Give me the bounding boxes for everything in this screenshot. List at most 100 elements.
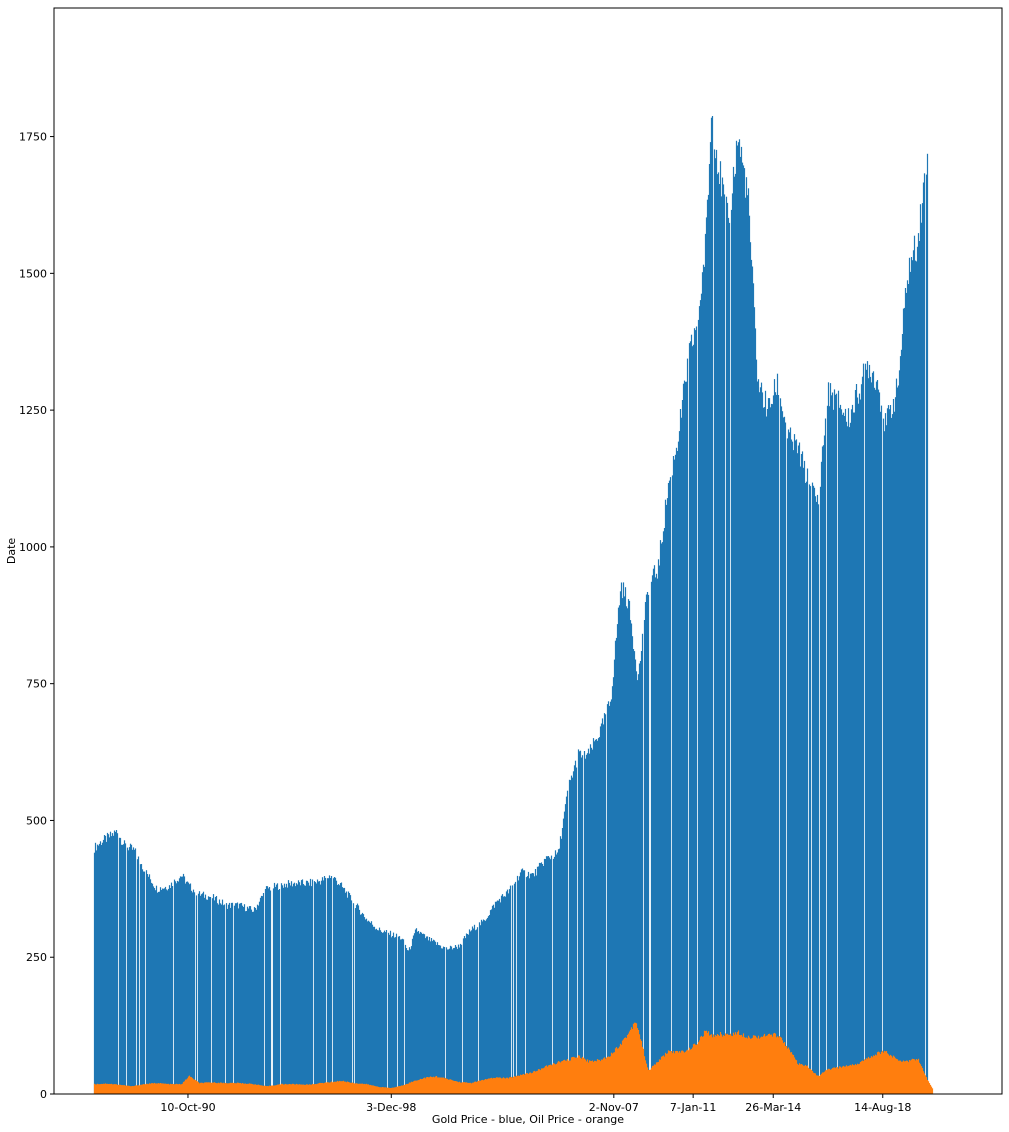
oil-price-bar <box>558 1061 561 1094</box>
oil-price-bar <box>423 1077 426 1094</box>
gold-price-bar <box>93 852 96 1094</box>
oil-price-bar <box>343 1081 346 1094</box>
oil-price-bar <box>510 1076 513 1094</box>
oil-price-bar <box>318 1082 321 1094</box>
oil-price-bar <box>658 1059 661 1094</box>
gold-price-bar <box>553 856 556 1094</box>
gold-price-bar <box>495 901 498 1094</box>
oil-price-bar <box>457 1082 460 1094</box>
oil-price-bar <box>597 1059 600 1094</box>
gold-price-bar <box>840 409 843 1094</box>
gold-price-bar <box>405 948 408 1094</box>
oil-price-bar <box>828 1068 831 1094</box>
gold-price-bar <box>318 881 321 1094</box>
gold-price-bar <box>390 937 393 1094</box>
oil-price-bar <box>696 1044 699 1094</box>
oil-price-bar <box>119 1084 122 1094</box>
gold-price-bar <box>259 897 262 1094</box>
oil-price-bar <box>187 1076 190 1094</box>
oil-price-bar <box>474 1081 477 1094</box>
oil-price-bar <box>708 1035 711 1094</box>
gold-price-bar <box>597 738 600 1094</box>
gold-price-bar <box>206 899 209 1094</box>
gold-price-bar <box>374 929 377 1094</box>
gold-price-bar <box>575 767 578 1094</box>
oil-price-bar <box>846 1066 849 1094</box>
oil-price-bar <box>766 1035 769 1094</box>
gold-price-bar <box>240 902 243 1094</box>
gold-price-bar <box>433 940 436 1094</box>
gold-price-bar <box>348 893 351 1094</box>
gold-price-bar <box>841 414 844 1094</box>
oil-price-bar <box>180 1084 183 1094</box>
oil-price-bar <box>548 1065 551 1094</box>
oil-price-bar <box>237 1082 240 1094</box>
oil-price-bar <box>478 1080 481 1094</box>
gold-price-bar <box>198 891 201 1094</box>
gold-price-bar <box>525 877 528 1094</box>
gold-price-bar <box>653 565 656 1094</box>
gold-price-bar <box>719 161 722 1094</box>
gold-price-bar <box>865 369 868 1094</box>
gold-price-bar <box>918 241 921 1094</box>
gold-price-bar <box>891 414 894 1095</box>
gold-price-bar <box>616 624 619 1094</box>
oil-price-bar <box>347 1082 350 1094</box>
gold-price-bar <box>866 361 869 1095</box>
oil-price-bar <box>399 1086 402 1094</box>
gold-price-bar <box>134 848 137 1094</box>
oil-price-bar <box>202 1083 205 1094</box>
oil-price-bar <box>752 1035 755 1094</box>
oil-price-bar <box>512 1076 515 1094</box>
gold-price-bar <box>830 395 833 1094</box>
gold-price-bar <box>838 407 841 1094</box>
oil-price-bar <box>544 1066 547 1094</box>
oil-price-bar <box>873 1055 876 1094</box>
oil-price-bar <box>646 1067 649 1094</box>
oil-price-bar <box>765 1035 768 1094</box>
gold-price-bar <box>660 543 663 1094</box>
oil-price-bar <box>744 1037 747 1094</box>
oil-price-bar <box>385 1087 388 1094</box>
oil-price-bar <box>114 1084 117 1094</box>
gold-price-bar <box>227 904 230 1094</box>
gold-price-bar <box>393 937 396 1094</box>
oil-price-bar <box>102 1083 105 1094</box>
oil-price-bar <box>513 1076 516 1094</box>
gold-price-bar <box>428 937 431 1094</box>
oil-price-bar <box>570 1057 573 1094</box>
oil-price-bar <box>806 1065 809 1094</box>
gold-price-bar <box>355 905 358 1094</box>
oil-price-bar <box>875 1055 878 1094</box>
oil-price-bar <box>208 1082 211 1094</box>
gold-price-bar <box>922 182 925 1094</box>
oil-price-bar <box>488 1078 491 1094</box>
gold-price-bar <box>478 922 481 1094</box>
oil-price-bar <box>223 1083 226 1094</box>
gold-price-bar <box>509 885 512 1094</box>
oil-price-bar <box>528 1072 531 1094</box>
oil-price-bar <box>848 1065 851 1094</box>
gold-price-bar <box>730 209 733 1094</box>
gold-price-bar <box>281 885 284 1094</box>
oil-price-bar <box>420 1079 423 1094</box>
gold-price-bar <box>694 330 697 1095</box>
oil-price-bar <box>95 1084 98 1094</box>
gold-price-bar <box>682 383 685 1094</box>
oil-price-bar <box>454 1081 457 1094</box>
oil-price-bar <box>524 1073 527 1094</box>
gold-price-bar <box>688 343 691 1095</box>
gold-price-bar <box>555 854 558 1094</box>
gold-price-bar <box>239 903 242 1094</box>
oil-price-bar <box>709 1034 712 1094</box>
gold-price-bar <box>916 246 919 1095</box>
gold-price-bar <box>528 878 531 1094</box>
gold-price-bar <box>780 406 783 1094</box>
gold-price-bar <box>488 915 491 1094</box>
oil-price-bar <box>675 1050 678 1094</box>
oil-price-bar <box>273 1085 276 1094</box>
gold-price-bar <box>254 908 257 1094</box>
gold-price-bar <box>753 307 756 1094</box>
oil-price-bar <box>377 1086 380 1094</box>
gold-price-bar <box>248 906 251 1094</box>
